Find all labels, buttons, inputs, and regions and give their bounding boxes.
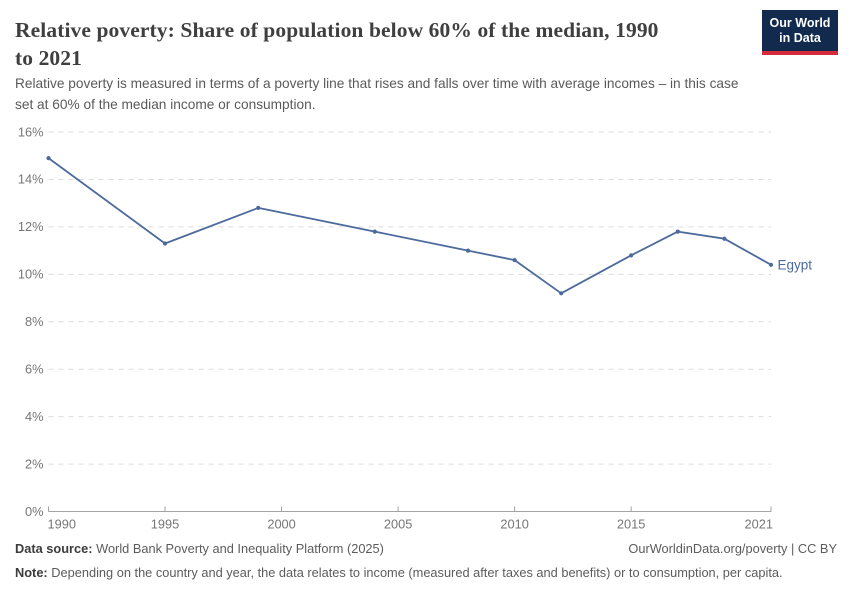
chart-subtitle: Relative poverty is measured in terms of… [15,73,825,115]
chart-footer: Data source: World Bank Poverty and Ineq… [15,541,837,556]
x-tick-label: 1995 [151,517,179,532]
y-tick-label: 2% [25,456,44,471]
note-text: Depending on the country and year, the d… [51,565,783,580]
x-tick-label: 2021 [745,517,773,532]
y-tick-label: 12% [18,219,44,234]
series-line [47,157,772,295]
y-tick-label: 10% [18,267,44,282]
data-source-text: World Bank Poverty and Inequality Platfo… [96,541,384,556]
data-point-marker [256,205,261,210]
chart-title: Relative poverty: Share of population be… [15,16,755,72]
series-end-label: Egypt [778,257,813,272]
owid-logo-red-bar [762,51,838,55]
data-point-marker [629,253,634,258]
chart-subtitle-line1: Relative poverty is measured in terms of… [15,76,739,91]
y-tick-label: 6% [25,361,44,376]
owid-logo: Our World in Data [762,10,838,55]
data-point-marker [46,155,51,161]
owid-logo-line2: in Data [779,31,821,45]
x-tick-label: 1990 [48,517,76,532]
owid-logo-line1: Our World [769,16,831,30]
chart-subtitle-line2: set at 60% of the median income or consu… [15,97,316,112]
y-tick-label: 14% [18,172,44,187]
x-tick-label: 2010 [500,517,528,532]
data-point-marker [372,229,377,234]
y-tick-label: 8% [25,314,44,329]
data-source: Data source: World Bank Poverty and Ineq… [15,541,384,556]
owid-logo-text: Our World in Data [762,10,838,51]
data-point-marker [162,241,168,246]
note-label: Note: [15,565,48,580]
y-tick-label: 16% [18,124,44,139]
data-point-marker [512,257,517,263]
chart-title-line1: Relative poverty: Share of population be… [15,18,659,42]
chart-title-line2: to 2021 [15,46,82,70]
y-tick-label: 0% [25,504,44,519]
chart-note: Note: Depending on the country and year,… [15,565,835,580]
data-source-label: Data source: [15,541,93,556]
x-tick-label: 2015 [617,517,645,532]
data-point-marker [675,229,680,234]
x-tick-label: 2000 [267,517,295,532]
data-point-marker [559,291,564,296]
data-point-marker [465,248,471,253]
x-tick-label: 2005 [384,517,412,532]
data-point-marker [722,236,727,241]
y-tick-label: 4% [25,409,44,424]
license-text: OurWorldinData.org/poverty | CC BY [628,541,837,556]
data-point-marker [768,262,774,267]
